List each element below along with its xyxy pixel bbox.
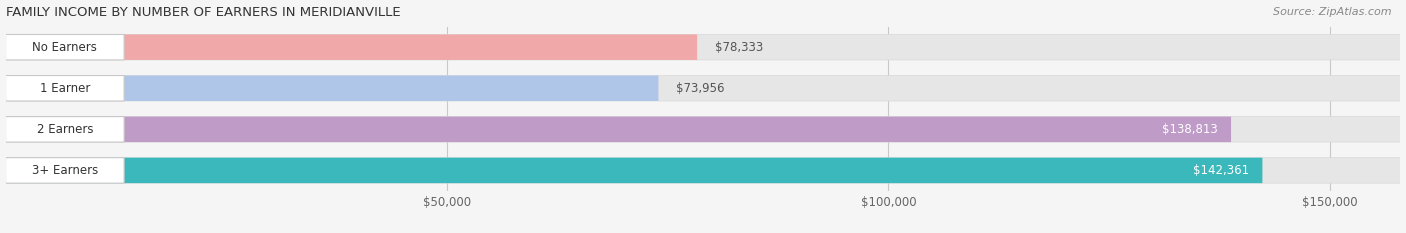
FancyBboxPatch shape (6, 158, 124, 183)
FancyBboxPatch shape (6, 75, 1400, 101)
Text: Source: ZipAtlas.com: Source: ZipAtlas.com (1274, 7, 1392, 17)
Text: 3+ Earners: 3+ Earners (32, 164, 98, 177)
Text: $142,361: $142,361 (1194, 164, 1249, 177)
Text: $78,333: $78,333 (714, 41, 763, 54)
Text: $138,813: $138,813 (1163, 123, 1218, 136)
Text: 2 Earners: 2 Earners (37, 123, 93, 136)
FancyBboxPatch shape (6, 34, 1400, 60)
FancyBboxPatch shape (6, 75, 658, 101)
Text: 1 Earner: 1 Earner (39, 82, 90, 95)
Text: $73,956: $73,956 (676, 82, 724, 95)
FancyBboxPatch shape (6, 116, 1400, 142)
Text: FAMILY INCOME BY NUMBER OF EARNERS IN MERIDIANVILLE: FAMILY INCOME BY NUMBER OF EARNERS IN ME… (6, 6, 401, 19)
FancyBboxPatch shape (6, 116, 124, 142)
FancyBboxPatch shape (6, 158, 1263, 183)
Text: No Earners: No Earners (32, 41, 97, 54)
FancyBboxPatch shape (6, 34, 697, 60)
FancyBboxPatch shape (6, 34, 124, 60)
FancyBboxPatch shape (6, 116, 1232, 142)
FancyBboxPatch shape (6, 75, 124, 101)
FancyBboxPatch shape (6, 158, 1400, 183)
